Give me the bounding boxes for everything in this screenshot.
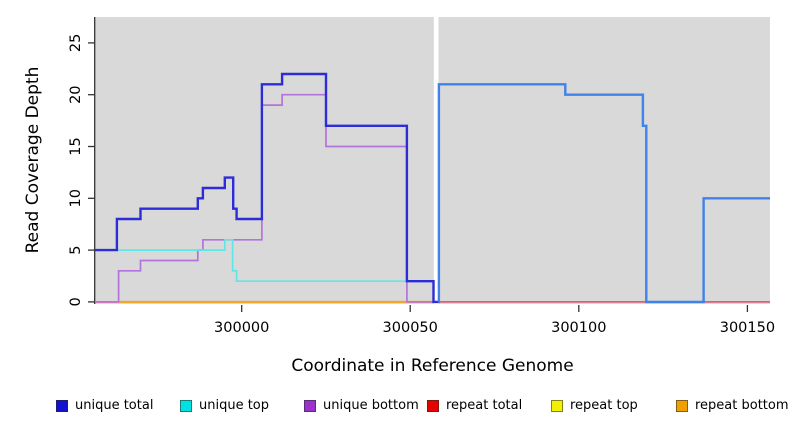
y-tick-label: 0: [68, 297, 84, 306]
legend-label: repeat top: [570, 398, 638, 413]
legend-label: unique bottom: [323, 398, 419, 413]
unique-total-right-segment-line: [437, 83, 770, 304]
legend-item-unique-total: unique total: [56, 399, 153, 413]
legend-swatch-unique-total: [56, 400, 68, 412]
x-tick-label: 300150: [720, 320, 775, 336]
y-tick-label: 10: [68, 189, 84, 207]
legend-item-unique-top: unique top: [180, 399, 269, 413]
y-tick-label: 15: [68, 137, 84, 155]
legend-label: repeat bottom: [695, 398, 789, 413]
legend-label: unique top: [199, 398, 270, 413]
legend-item-repeat-top: repeat top: [551, 399, 638, 413]
legend-swatch-repeat-total: [427, 400, 439, 412]
panel-background: [95, 17, 770, 304]
legend-swatch-repeat-bottom: [676, 400, 688, 412]
legend-swatch-unique-bottom: [304, 400, 316, 412]
legend-swatch-unique-top: [180, 400, 192, 412]
x-tick-label: 300100: [551, 320, 606, 336]
unique-total-left-segment-line: [95, 72, 439, 304]
y-tick-label: 5: [68, 245, 84, 254]
legend-item-repeat-total: repeat total: [427, 399, 522, 413]
x-tick-label: 300050: [383, 320, 438, 336]
y-axis-title: Read Coverage Depth: [23, 66, 43, 254]
legend-label: unique total: [75, 398, 154, 413]
unique-top-line: [95, 238, 434, 283]
legend-label: repeat total: [446, 398, 523, 413]
x-tick-label: 300000: [214, 320, 269, 336]
legend: unique total unique top unique bottom repea…: [0, 399, 792, 417]
x-axis-title: Coordinate in Reference Genome: [291, 356, 574, 376]
coverage-gap: [433, 17, 439, 304]
legend-swatch-repeat-top: [551, 400, 563, 412]
legend-item-unique-bottom: unique bottom: [304, 399, 419, 413]
legend-item-repeat-bottom: repeat bottom: [676, 399, 789, 413]
y-tick-label: 20: [68, 85, 84, 103]
y-tick-label: 25: [68, 34, 84, 52]
